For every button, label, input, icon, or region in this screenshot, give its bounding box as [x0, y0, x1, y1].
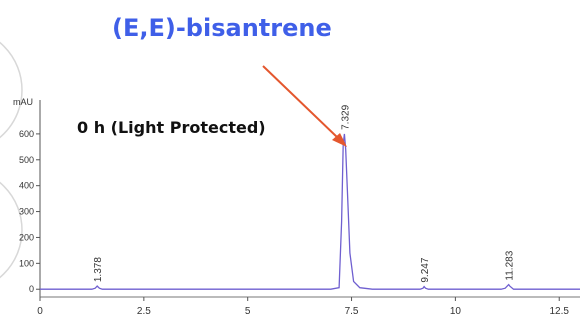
x-tick-label: 10	[450, 306, 462, 317]
peak-label-group: 9.247	[420, 257, 431, 282]
x-tick-label: 2.5	[137, 306, 151, 317]
trace-layer	[40, 133, 580, 290]
background-decoration	[0, 41, 23, 279]
peak-label-group: 7.329	[340, 104, 351, 129]
peak-label: 7.329	[340, 104, 351, 129]
peak-label-group: 1.378	[93, 257, 104, 282]
chart-title: 0 h (Light Protected)	[77, 118, 266, 137]
y-tick-label: 500	[19, 155, 34, 165]
peak-label: 11.283	[505, 250, 516, 280]
page-title: (E,E)-bisantrene	[112, 14, 332, 42]
peak-label: 9.247	[420, 257, 431, 282]
y-tick-label: 400	[19, 181, 34, 191]
y-tick-label: 0	[29, 284, 34, 294]
peak-label: 1.378	[93, 257, 104, 282]
x-tick-label: 0	[37, 306, 43, 317]
y-tick-label: 100	[19, 258, 34, 268]
decorative-ring	[0, 41, 23, 139]
arrow-shaft	[262, 65, 339, 139]
peak-label-group: 11.283	[505, 250, 516, 280]
x-tick-label: 5	[245, 306, 251, 317]
x-tick-label: 12.5	[549, 306, 569, 317]
y-tick-label: 600	[19, 129, 34, 139]
x-tick-label: 7.5	[345, 306, 359, 317]
y-axis-label: mAU	[13, 97, 33, 107]
y-tick-label: 300	[19, 207, 34, 217]
decorative-ring	[0, 181, 23, 279]
y-tick-label: 200	[19, 232, 34, 242]
arrow-head	[332, 133, 347, 147]
annotation-arrow	[262, 65, 347, 147]
peak-label-layer: 1.378 7.329 9.247 11.283	[93, 104, 515, 282]
axes: 0 100 200 300 400 500 600 0 2.5 5 7.5 10 12.5	[19, 100, 580, 317]
chromatogram-trace	[40, 133, 580, 290]
